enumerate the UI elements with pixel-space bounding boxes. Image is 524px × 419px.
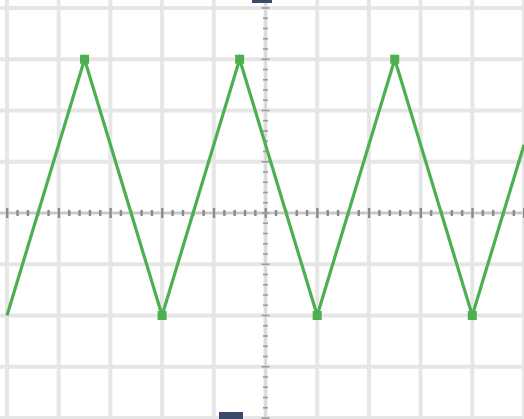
- axis-tick-x: [378, 210, 381, 216]
- data-point: [390, 54, 400, 64]
- axis-tick-y: [263, 253, 268, 255]
- axis-tick-y: [261, 58, 270, 61]
- axis-tick-x: [429, 210, 433, 216]
- axis-tick-x: [243, 210, 247, 216]
- axis-tick-y: [261, 417, 270, 419]
- axis-tick-y: [261, 160, 270, 163]
- axis-tick-x: [460, 210, 464, 216]
- axis-tick-y: [263, 48, 268, 50]
- axis-tick-x: [223, 210, 226, 216]
- axis-tick-x: [491, 210, 495, 216]
- axis-tick-y: [263, 355, 268, 358]
- axis-tick-x: [68, 210, 71, 216]
- axis-tick-y: [263, 181, 268, 184]
- axis-tick-x: [6, 208, 9, 218]
- axis-tick-y: [263, 376, 268, 378]
- axis-tick-x: [326, 210, 329, 216]
- screen-markers: [219, 0, 272, 419]
- axis-tick-y: [263, 27, 268, 30]
- axis-tick-x: [305, 210, 309, 216]
- axis-tick-y: [263, 294, 268, 296]
- axis-tick-x: [398, 210, 402, 216]
- axis-tick-x: [367, 208, 371, 218]
- axis-tick-y: [261, 263, 270, 266]
- axis-tick-x: [212, 208, 216, 218]
- axis-tick-x: [471, 208, 474, 218]
- axis-tick-x: [57, 208, 61, 218]
- axis-tick-x: [16, 210, 19, 216]
- data-point: [312, 311, 322, 320]
- axis-tick-y: [261, 314, 270, 317]
- axis-tick-x: [181, 210, 185, 216]
- data-point: [80, 54, 90, 64]
- axis-tick-x: [202, 210, 205, 216]
- axis-tick-y: [263, 17, 268, 20]
- axis-tick-y: [263, 191, 268, 194]
- axis-tick-y: [263, 396, 268, 399]
- axis-tick-x: [119, 210, 123, 216]
- axis-tick-x: [512, 210, 516, 216]
- axis-tick-y: [261, 7, 270, 9]
- axis-tick-x: [419, 208, 422, 218]
- axis-tick-x: [78, 210, 81, 216]
- axis-tick-x: [161, 208, 164, 218]
- axis-tick-x: [171, 210, 174, 216]
- axis-tick-y: [263, 130, 268, 132]
- axis-tick-x: [295, 210, 298, 216]
- axis-tick-y: [263, 324, 268, 327]
- axis-tick-y: [263, 37, 268, 40]
- axis-tick-y: [263, 171, 268, 173]
- axis-tick-x: [109, 208, 112, 218]
- axis-tick-y: [261, 109, 270, 112]
- axis-tick-y: [263, 304, 268, 307]
- data-point: [467, 311, 477, 320]
- axis-tick-y: [263, 99, 268, 102]
- axis-tick-x: [88, 210, 92, 216]
- axis-tick-x: [274, 210, 278, 216]
- axis-tick-y: [263, 68, 268, 71]
- axis-tick-y: [263, 232, 268, 235]
- axis-tick-x: [233, 210, 236, 216]
- axis-tick-y: [261, 365, 270, 368]
- axis-tick-y: [263, 222, 268, 225]
- axis-tick-x: [450, 210, 454, 216]
- series-line-0: [5, 53, 524, 322]
- axis-tick-y: [263, 242, 268, 245]
- axis-tick-x: [388, 210, 391, 216]
- trigger-marker-icon: [219, 412, 243, 419]
- axis-tick-y: [263, 150, 268, 153]
- axis-tick-y: [263, 119, 268, 122]
- axis-tick-x: [336, 210, 340, 216]
- axis-tick-x: [47, 210, 50, 216]
- axis-tick-y: [263, 89, 268, 91]
- waveform-series: [5, 53, 524, 322]
- axis-tick-x: [409, 210, 412, 216]
- axis-tick-x: [316, 208, 319, 218]
- data-point: [235, 54, 245, 64]
- axis-tick-x: [26, 210, 30, 216]
- axis-tick-y: [263, 345, 268, 348]
- ground-marker-icon: [252, 0, 272, 3]
- axis-tick-x: [99, 210, 102, 216]
- data-point: [157, 311, 167, 320]
- axis-tick-y: [261, 212, 270, 214]
- axis-tick-x: [481, 210, 485, 216]
- axis-tick-x: [140, 210, 143, 216]
- axis-tick-x: [357, 210, 360, 216]
- axis-tick-y: [263, 78, 268, 81]
- axis-tick-x: [254, 210, 257, 216]
- axis-tick-y: [263, 201, 268, 204]
- axis-tick-x: [150, 210, 154, 216]
- axis-tick-y: [263, 386, 268, 389]
- axis-tick-y: [263, 283, 268, 286]
- axis-tick-y: [263, 273, 268, 276]
- axis-tick-y: [263, 335, 268, 337]
- axis-tick-y: [263, 406, 268, 409]
